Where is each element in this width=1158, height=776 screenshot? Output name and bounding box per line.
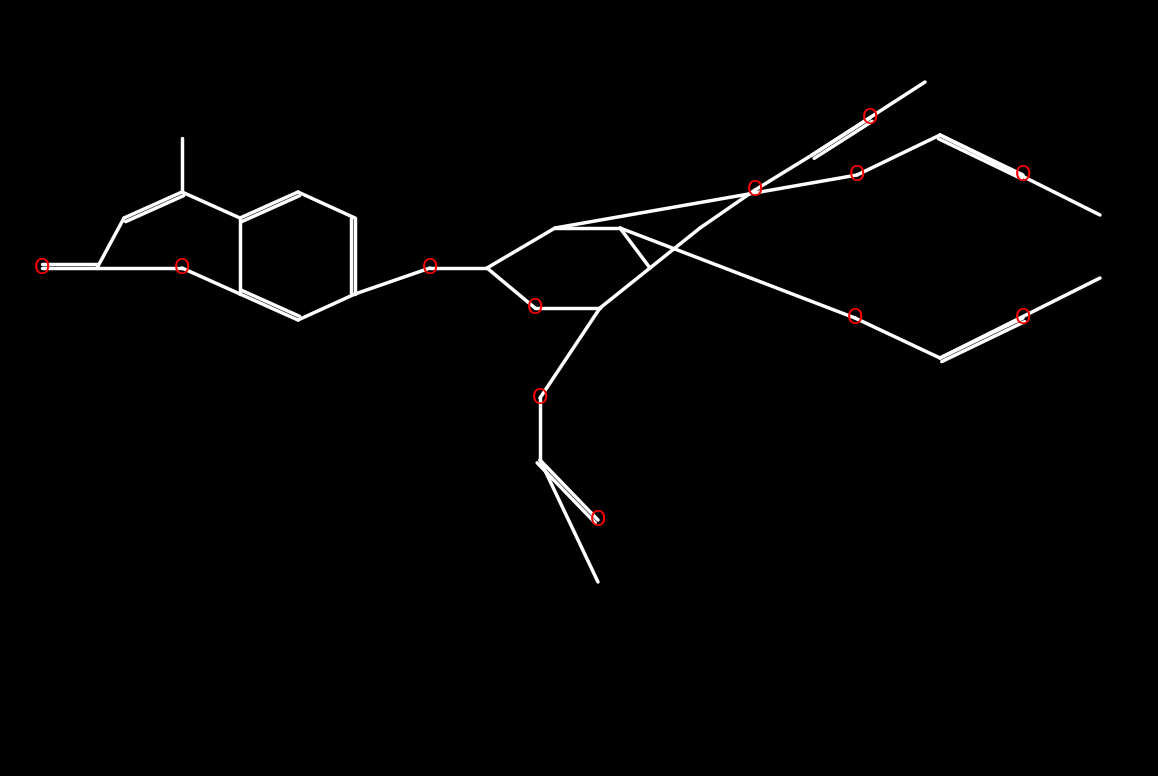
Text: O: O: [589, 510, 606, 530]
Text: O: O: [862, 108, 878, 128]
Text: O: O: [1014, 165, 1031, 185]
Text: O: O: [527, 298, 543, 318]
Text: O: O: [747, 180, 763, 200]
Text: O: O: [174, 258, 190, 278]
Text: O: O: [1014, 308, 1031, 328]
Text: O: O: [846, 308, 863, 328]
Text: O: O: [532, 388, 548, 408]
Text: O: O: [849, 165, 865, 185]
Text: O: O: [34, 258, 50, 278]
Text: O: O: [422, 258, 438, 278]
